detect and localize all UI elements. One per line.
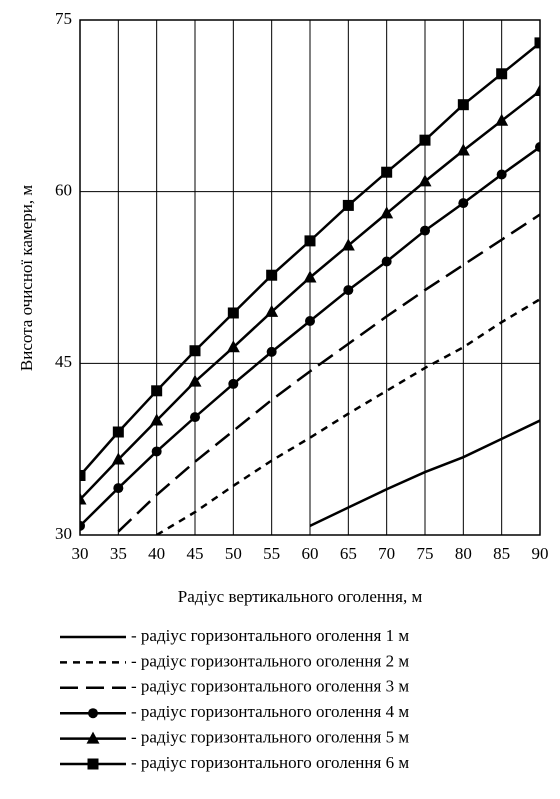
marker — [535, 142, 540, 153]
x-tick-label: 55 — [263, 544, 280, 563]
legend-label: - радіус горизонтального оголення 1 м — [131, 626, 409, 645]
marker — [80, 469, 86, 481]
y-tick-label: 45 — [55, 352, 72, 371]
legend-label: - радіус горизонтального оголення 3 м — [131, 677, 409, 696]
marker — [534, 37, 540, 49]
x-tick-label: 90 — [532, 544, 549, 563]
marker — [80, 492, 87, 505]
plot-frame — [79, 19, 541, 536]
marker — [80, 520, 85, 531]
marker — [87, 758, 99, 770]
legend-label: - радіус горизонтального оголення 6 м — [131, 753, 409, 772]
marker — [533, 83, 540, 96]
legend-label: - радіус горизонтального оголення 2 м — [131, 651, 409, 670]
series-line — [117, 213, 540, 533]
x-axis-label: Радіус вертикального оголення, м — [178, 587, 423, 606]
legend-label: - радіус горизонтального оголення 5 м — [131, 728, 409, 747]
x-tick-label: 70 — [378, 544, 395, 563]
x-tick-label: 65 — [340, 544, 357, 563]
y-tick-label: 30 — [55, 524, 72, 543]
legend-label: - радіус горизонтального оголення 4 м — [131, 702, 409, 721]
y-axis-label: Висота очисної камери, м — [17, 185, 36, 371]
x-tick-label: 80 — [455, 544, 472, 563]
x-tick-label: 75 — [417, 544, 434, 563]
x-tick-label: 85 — [493, 544, 510, 563]
x-tick-label: 45 — [187, 544, 204, 563]
y-tick-label: 75 — [55, 9, 72, 28]
x-tick-label: 35 — [110, 544, 127, 563]
x-tick-label: 30 — [72, 544, 89, 563]
y-tick-label: 60 — [55, 181, 72, 200]
x-tick-label: 40 — [148, 544, 165, 563]
marker — [86, 731, 100, 744]
marker — [88, 708, 98, 719]
x-tick-label: 60 — [302, 544, 319, 563]
x-tick-label: 50 — [225, 544, 242, 563]
